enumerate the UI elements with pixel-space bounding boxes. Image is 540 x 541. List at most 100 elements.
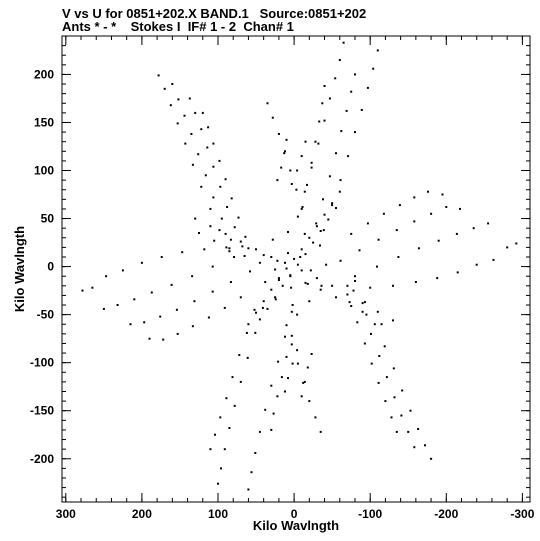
uv-point [346, 284, 349, 287]
uv-point [170, 283, 173, 286]
uv-point [350, 232, 353, 235]
uv-point [302, 381, 305, 384]
uv-point [331, 202, 334, 205]
uv-point [417, 428, 420, 430]
uv-point [308, 400, 311, 403]
uv-point [358, 249, 361, 252]
uv-point [258, 318, 261, 321]
uv-point [290, 310, 293, 313]
uv-point [284, 335, 286, 338]
uv-point [194, 111, 197, 114]
x-tick-label: 0 [291, 507, 298, 521]
uv-point [193, 300, 196, 303]
uv-point [291, 362, 294, 365]
uv-point [241, 245, 244, 248]
uv-point [181, 251, 184, 254]
uv-point [328, 97, 331, 100]
uv-point [506, 246, 509, 249]
uv-point [255, 248, 257, 251]
uv-point [220, 467, 222, 470]
uv-point [334, 77, 337, 80]
uv-point [285, 138, 288, 141]
uv-point [198, 232, 200, 234]
uv-point [300, 269, 303, 272]
uv-point [413, 220, 416, 223]
uv-point [116, 304, 119, 306]
uv-point [284, 390, 286, 393]
uv-point [121, 269, 124, 272]
uv-point [323, 213, 326, 216]
uv-point [274, 268, 277, 271]
uv-point [177, 98, 180, 101]
x-tick-label: 300 [56, 507, 76, 521]
uv-point [342, 41, 345, 44]
uv-point [383, 345, 386, 348]
uv-point [299, 256, 302, 258]
uv-point [140, 261, 143, 264]
uv-point [400, 414, 403, 417]
uv-point [244, 235, 247, 238]
uv-point [277, 133, 280, 135]
uv-point [487, 222, 490, 225]
uv-point [191, 163, 194, 166]
uv-point [291, 304, 294, 306]
uv-point [363, 301, 366, 304]
y-axis-title: Kilo Wavlngth [12, 226, 27, 312]
uv-point [455, 232, 458, 235]
uv-point [175, 308, 178, 311]
uv-point [515, 242, 518, 245]
uv-point [277, 360, 280, 363]
uv-point [348, 301, 351, 304]
uv-point [91, 286, 94, 289]
uv-point [301, 206, 304, 208]
uv-point [310, 161, 313, 164]
uv-point [157, 74, 160, 77]
uv-point [105, 275, 108, 278]
uv-point [338, 59, 341, 61]
uv-point [296, 169, 299, 172]
uv-point [285, 355, 288, 358]
uv-point [319, 244, 321, 247]
uv-point [414, 281, 417, 283]
uv-point [264, 281, 267, 283]
uv-point [285, 324, 288, 327]
uv-point [327, 218, 330, 221]
uv-point [261, 306, 264, 309]
uv-point [339, 179, 342, 182]
uv-point [250, 471, 253, 474]
uv-point [296, 362, 299, 365]
axis-ticks [62, 35, 530, 502]
x-axis-title: Kilo Wavlngth [253, 518, 339, 533]
uv-point [230, 197, 233, 200]
uv-point [320, 284, 323, 287]
uv-point [239, 380, 242, 383]
uv-point [233, 256, 235, 258]
uv-point [213, 239, 216, 242]
uv-point [319, 230, 322, 232]
uv-point [212, 165, 215, 168]
y-tick-label: 150 [34, 115, 54, 129]
uv-point [475, 263, 478, 266]
uv-point [384, 400, 387, 403]
uv-point [323, 119, 326, 122]
uv-point [290, 183, 293, 185]
uv-point [209, 448, 212, 451]
uv-point [207, 126, 210, 129]
uv-point [200, 128, 203, 131]
uv-point [417, 247, 420, 250]
uv-point [370, 332, 372, 335]
uv-point [346, 293, 349, 296]
uv-point [239, 296, 242, 299]
x-tick-label: -300 [510, 507, 534, 521]
uv-point [270, 384, 273, 387]
uv-point [211, 265, 214, 268]
uv-point [413, 196, 416, 199]
uv-point [317, 142, 320, 145]
uv-point [430, 212, 433, 215]
uv-point [219, 185, 222, 188]
uv-point [409, 409, 412, 412]
plot-title-line-1: V vs U for 0851+202.X BAND.1 Source:0851… [62, 6, 367, 21]
uv-point [102, 307, 105, 310]
uv-point [369, 286, 372, 289]
